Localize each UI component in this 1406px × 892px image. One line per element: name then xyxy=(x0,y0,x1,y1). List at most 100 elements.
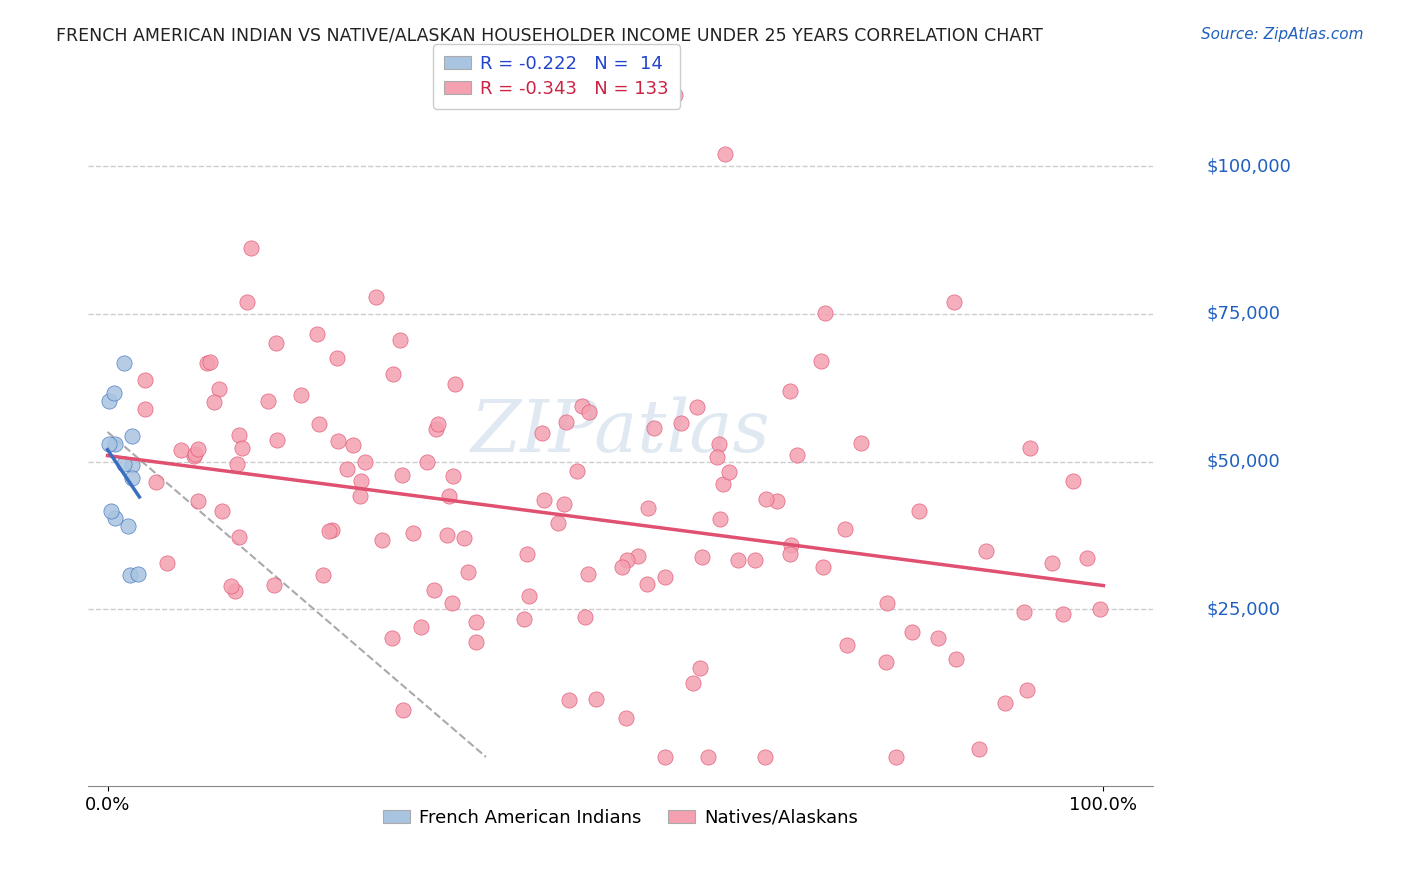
Point xyxy=(350,474,373,488)
Point xyxy=(697,750,720,764)
Point xyxy=(134,401,156,416)
Point xyxy=(1076,550,1098,565)
Point xyxy=(744,553,766,567)
Point xyxy=(780,537,803,551)
Point xyxy=(437,490,460,504)
Point xyxy=(616,553,638,567)
Point xyxy=(779,547,801,561)
Point xyxy=(1062,474,1084,488)
Point xyxy=(636,577,658,591)
Point xyxy=(187,442,209,456)
Point xyxy=(121,428,143,442)
Point xyxy=(389,334,412,348)
Point xyxy=(927,632,949,646)
Point xyxy=(709,436,731,450)
Point xyxy=(553,498,575,512)
Point xyxy=(371,533,394,548)
Point xyxy=(754,750,776,764)
Point xyxy=(614,711,637,725)
Point xyxy=(1052,607,1074,621)
Point xyxy=(907,504,929,518)
Point xyxy=(236,295,259,310)
Point xyxy=(835,638,858,652)
Point xyxy=(900,625,922,640)
Point xyxy=(711,477,734,491)
Text: $100,000: $100,000 xyxy=(1206,157,1291,175)
Point xyxy=(875,655,897,669)
Point xyxy=(402,526,425,541)
Text: FRENCH AMERICAN INDIAN VS NATIVE/ALASKAN HOUSEHOLDER INCOME UNDER 25 YEARS CORRE: FRENCH AMERICAN INDIAN VS NATIVE/ALASKAN… xyxy=(56,27,1043,45)
Point xyxy=(228,530,250,544)
Point xyxy=(187,493,209,508)
Point xyxy=(318,524,340,539)
Point xyxy=(813,559,835,574)
Point xyxy=(441,469,464,483)
Point xyxy=(1019,441,1042,455)
Point xyxy=(682,676,704,690)
Point xyxy=(103,385,125,400)
Text: $75,000: $75,000 xyxy=(1206,305,1281,323)
Point xyxy=(943,295,966,310)
Point xyxy=(240,241,263,255)
Point xyxy=(945,652,967,666)
Point xyxy=(610,560,633,574)
Point xyxy=(219,579,242,593)
Point xyxy=(305,327,328,342)
Point xyxy=(156,556,179,570)
Point xyxy=(436,528,458,542)
Point xyxy=(457,565,479,579)
Point xyxy=(664,88,686,103)
Point xyxy=(366,290,388,304)
Point xyxy=(264,336,287,351)
Point xyxy=(643,420,665,434)
Point xyxy=(779,384,801,398)
Point xyxy=(208,382,231,396)
Point xyxy=(422,583,444,598)
Point xyxy=(689,661,711,675)
Point xyxy=(184,447,207,461)
Point xyxy=(290,387,312,401)
Point xyxy=(326,434,349,448)
Text: $50,000: $50,000 xyxy=(1206,452,1281,470)
Point xyxy=(849,435,872,450)
Point xyxy=(336,462,359,476)
Point xyxy=(709,512,731,526)
Point xyxy=(211,504,233,518)
Point xyxy=(349,489,371,503)
Point xyxy=(718,465,741,479)
Point xyxy=(231,441,253,455)
Point xyxy=(1012,605,1035,619)
Point xyxy=(118,568,141,582)
Point xyxy=(714,147,737,161)
Point xyxy=(183,449,205,463)
Point xyxy=(994,696,1017,710)
Point xyxy=(654,750,676,764)
Point xyxy=(444,377,467,392)
Point xyxy=(325,351,347,365)
Point xyxy=(121,458,143,472)
Legend: French American Indians, Natives/Alaskans: French American Indians, Natives/Alaskan… xyxy=(375,802,866,834)
Point xyxy=(321,524,343,538)
Point xyxy=(547,516,569,530)
Point xyxy=(1015,683,1038,698)
Point xyxy=(381,632,404,646)
Point xyxy=(391,468,413,483)
Point xyxy=(195,356,218,370)
Point xyxy=(571,400,593,414)
Point xyxy=(308,417,330,432)
Point xyxy=(727,553,749,567)
Point xyxy=(974,543,997,558)
Point xyxy=(226,457,249,471)
Point xyxy=(810,354,832,368)
Text: ZIPatlas: ZIPatlas xyxy=(471,397,770,467)
Point xyxy=(834,523,856,537)
Point xyxy=(204,395,226,409)
Point xyxy=(97,437,120,451)
Point xyxy=(766,493,789,508)
Point xyxy=(876,596,898,610)
Point xyxy=(686,400,709,414)
Point xyxy=(512,612,534,626)
Point xyxy=(516,547,538,561)
Text: Source: ZipAtlas.com: Source: ZipAtlas.com xyxy=(1201,27,1364,42)
Point xyxy=(100,504,122,518)
